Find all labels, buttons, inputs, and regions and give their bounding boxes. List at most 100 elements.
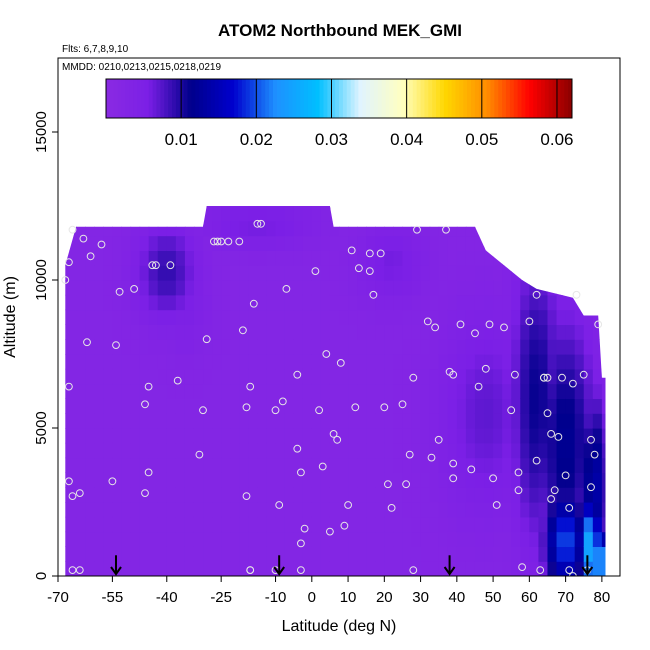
heatmap-cell (193, 206, 204, 222)
heatmap-cell (366, 502, 376, 518)
heatmap-cell (239, 472, 249, 488)
colorbar-swatch (272, 79, 278, 118)
heatmap-cell (266, 472, 277, 488)
heatmap-cell (393, 206, 404, 222)
heatmap-cell (357, 398, 367, 414)
heatmap-cell (184, 472, 195, 488)
heatmap-cell (203, 206, 213, 207)
heatmap-cell (375, 561, 385, 576)
heatmap-cell (67, 413, 77, 429)
heatmap-cell (184, 457, 195, 473)
heatmap-cell (601, 324, 606, 340)
colorbar-swatch (350, 79, 356, 118)
heatmap-cell (139, 324, 150, 340)
heatmap-cell (339, 280, 349, 296)
heatmap-cell (112, 502, 123, 518)
heatmap-cell (384, 265, 394, 281)
heatmap-cell (420, 265, 431, 281)
sample-point (297, 566, 305, 574)
heatmap-cell (65, 383, 68, 399)
heatmap-cell (438, 250, 449, 266)
heatmap-cell (85, 531, 95, 547)
heatmap-cell (339, 428, 349, 444)
colorbar-swatch (478, 79, 484, 118)
heatmap-cell (384, 428, 394, 444)
sample-point (246, 382, 255, 391)
heatmap-cell (538, 250, 549, 266)
heatmap-cell (212, 265, 222, 281)
heatmap-cell (357, 309, 367, 325)
x-tick-label: -25 (210, 589, 232, 606)
colorbar-swatch (568, 79, 573, 118)
heatmap-cell (565, 457, 576, 473)
heatmap-cell (547, 280, 558, 296)
heatmap-cell (302, 516, 313, 533)
heatmap-cell (583, 220, 594, 237)
heatmap-cell (393, 339, 404, 355)
heatmap-cell (293, 383, 304, 399)
colorbar-swatch (358, 79, 363, 118)
sample-point (318, 462, 327, 471)
sample-point (489, 474, 498, 483)
heatmap-cell (366, 309, 376, 325)
heatmap-cell (592, 354, 603, 370)
heatmap-cell (420, 206, 431, 222)
heatmap-cell (529, 487, 540, 503)
heatmap-cell (384, 413, 394, 429)
sample-point (224, 237, 233, 246)
heatmap-cell (257, 250, 268, 266)
heatmap-cell (565, 398, 576, 414)
heatmap-cell (130, 309, 141, 325)
heatmap-cell (493, 487, 503, 503)
heatmap-cell (339, 235, 349, 251)
heatmap-cell (366, 324, 376, 340)
heatmap-cell (329, 531, 340, 547)
heatmap-cell (402, 546, 413, 562)
heatmap-cell (447, 546, 458, 562)
heatmap-cell (293, 265, 304, 281)
heatmap-cell (311, 206, 322, 222)
heatmap-cell (538, 413, 549, 429)
heatmap-cell (94, 309, 104, 325)
heatmap-cell (157, 457, 168, 473)
heatmap-cell (248, 502, 259, 518)
heatmap-cell (257, 457, 268, 473)
heatmap-cell (221, 206, 231, 222)
heatmap-cell (65, 561, 68, 576)
heatmap-cell (420, 235, 431, 251)
heatmap-cell (212, 561, 222, 576)
heatmap-cell (556, 368, 567, 385)
heatmap-cell (203, 487, 213, 503)
heatmap-cell (357, 220, 367, 237)
heatmap-cell (266, 457, 277, 473)
sample-point (297, 539, 305, 548)
heatmap-cell (257, 561, 268, 576)
heatmap-cell (103, 280, 113, 296)
heatmap-cell (248, 206, 259, 222)
colorbar-swatch (540, 79, 546, 118)
heatmap-cell (511, 487, 521, 503)
heatmap-cell (456, 206, 467, 207)
heatmap-cell (320, 472, 331, 488)
heatmap-cell (556, 546, 567, 562)
heatmap-cell (85, 472, 95, 488)
heatmap-cell (212, 413, 222, 429)
heatmap-cell (511, 442, 521, 459)
heatmap-cell (520, 531, 530, 547)
heatmap-cell (212, 487, 222, 503)
sample-point (485, 320, 494, 329)
colorbar-swatch (436, 79, 441, 118)
heatmap-cell (384, 398, 394, 414)
heatmap-cell (112, 206, 123, 222)
heatmap-cell (574, 383, 585, 399)
heatmap-cell (85, 220, 95, 237)
heatmap-cell (175, 309, 186, 325)
heatmap-cell (348, 368, 358, 385)
heatmap-cell (221, 516, 231, 533)
heatmap-cell (121, 398, 132, 414)
colorbar-swatch (471, 79, 476, 118)
heatmap-cell (511, 339, 521, 355)
heatmap-cell (357, 324, 367, 340)
heatmap-cell (547, 413, 558, 429)
heatmap-cell (339, 368, 349, 385)
